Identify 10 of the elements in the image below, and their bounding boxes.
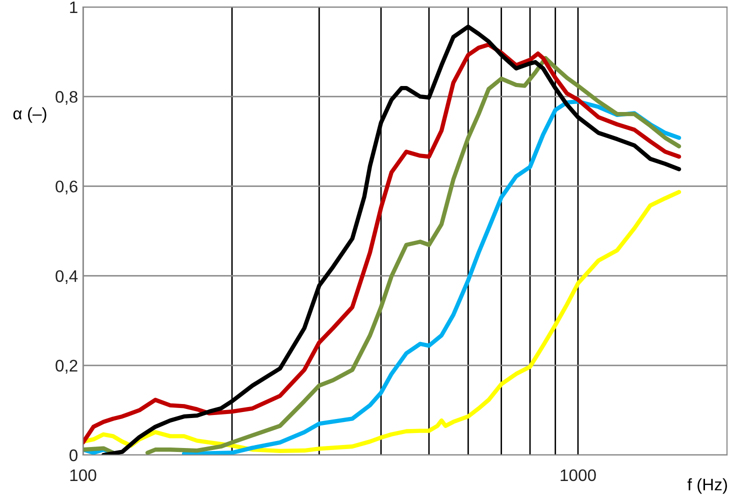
y-tick-label: 1 <box>70 2 78 14</box>
x-axis-title: f (Hz) <box>688 478 727 494</box>
y-axis-title: α (–) <box>13 107 46 123</box>
x-tick-label: 100 <box>70 469 96 482</box>
y-tick-label: 0 <box>70 449 78 462</box>
y-tick-label: 0,8 <box>56 91 78 105</box>
x-tick-label: 1000 <box>560 469 596 482</box>
y-tick-label: 0,2 <box>56 360 78 374</box>
y-tick-label: 0,4 <box>56 270 78 284</box>
y-tick-label: 0,6 <box>56 180 78 194</box>
